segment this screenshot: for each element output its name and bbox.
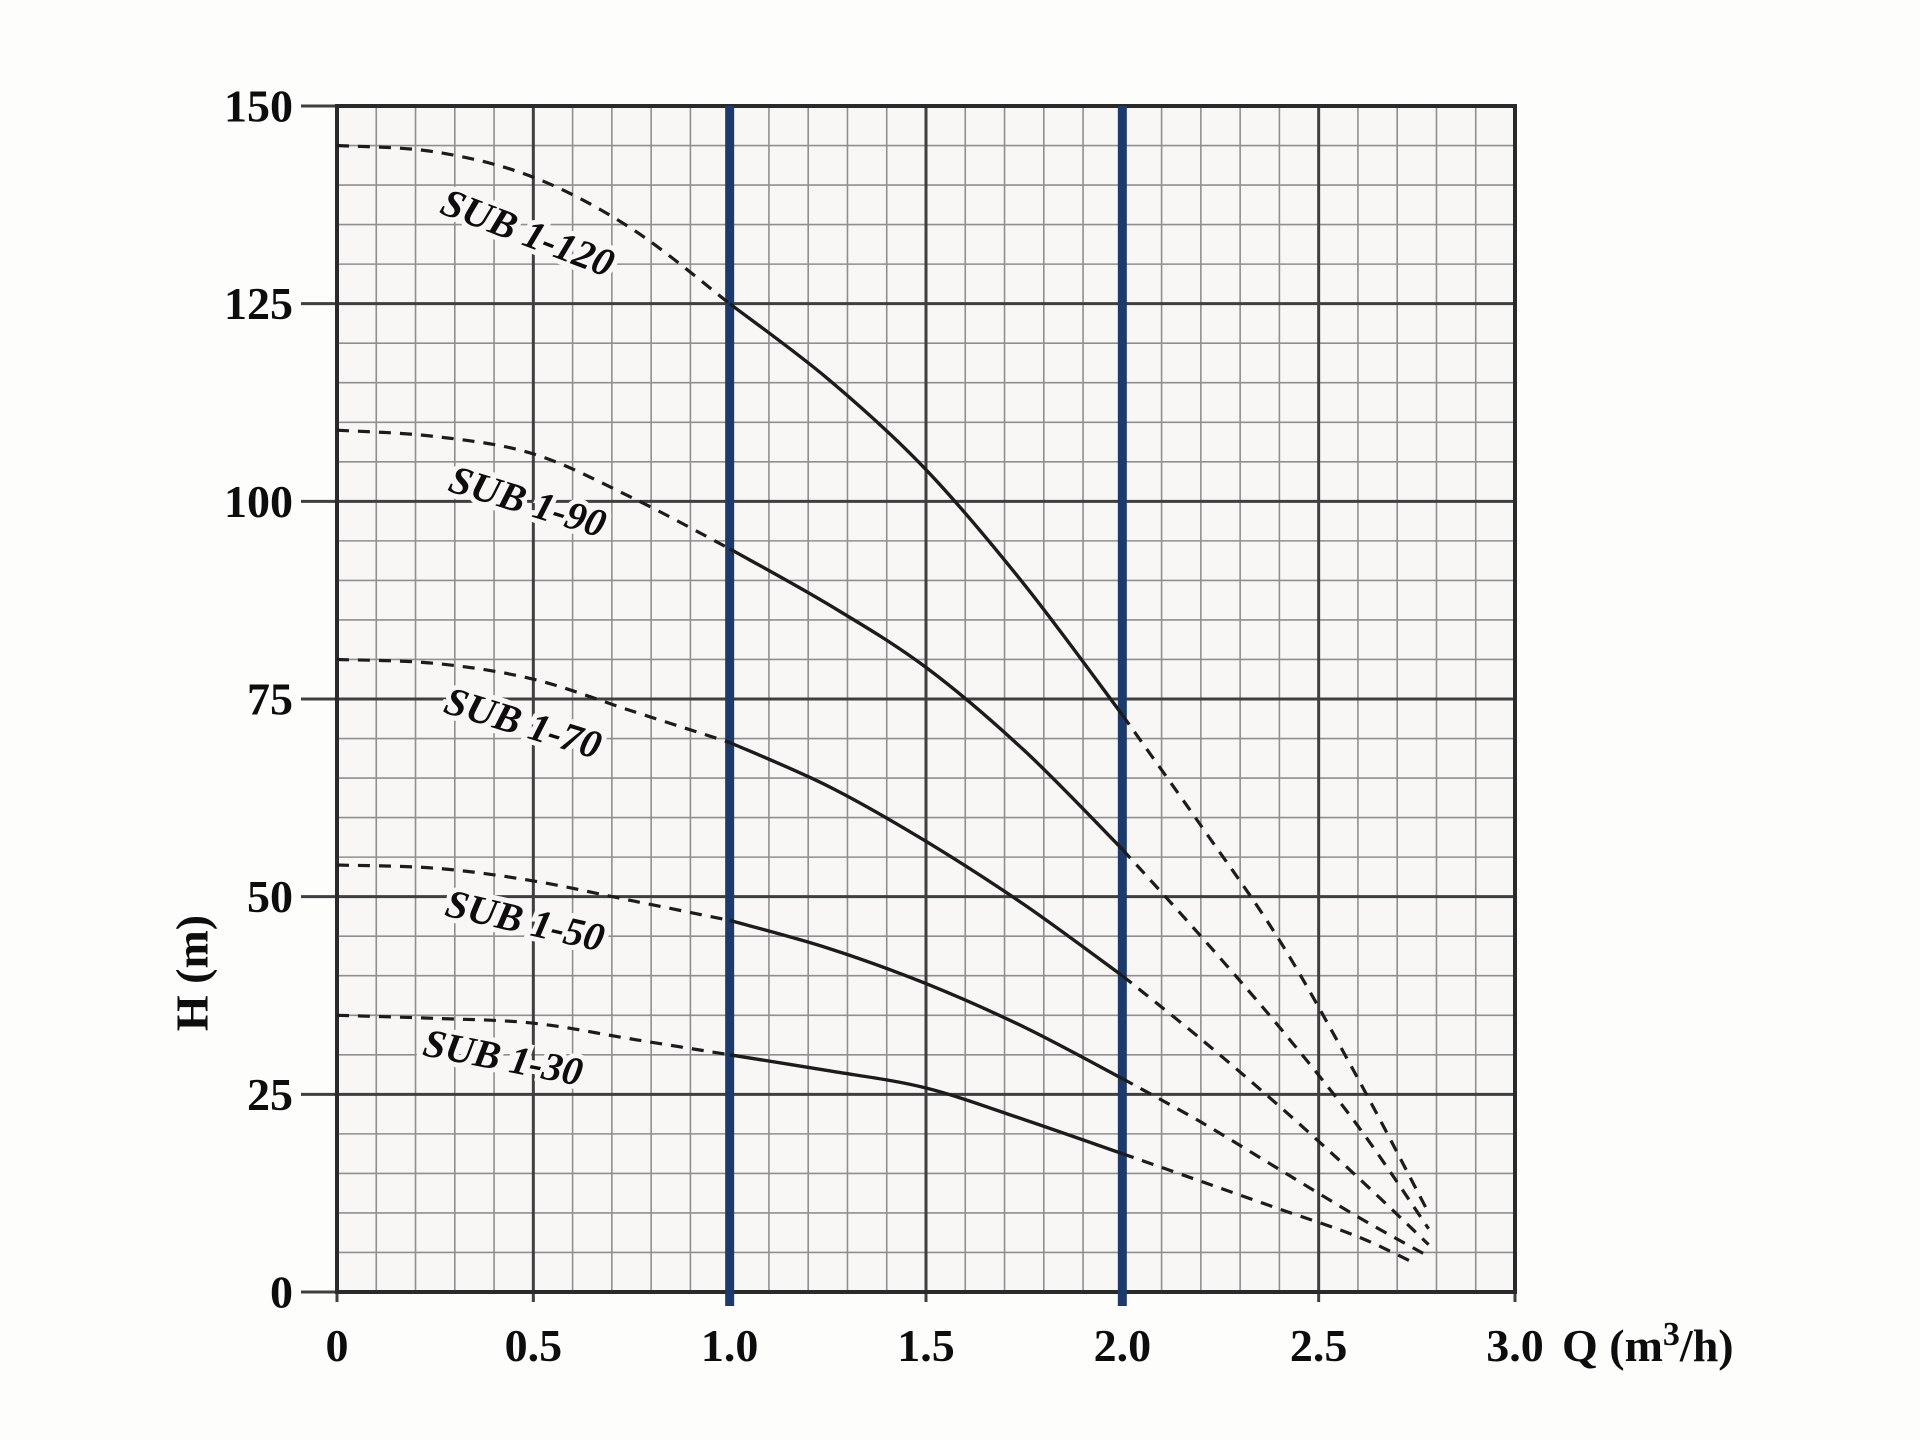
y-tick-label-50: 50 bbox=[247, 871, 293, 922]
y-tick-label-25: 25 bbox=[247, 1069, 293, 1120]
pump-curve-SUB-1-50-solid bbox=[729, 918, 1124, 1081]
pump-curve-SUB-1-30-solid bbox=[729, 1053, 1123, 1156]
pump-curve-SUB-1-70-dashed-right bbox=[1121, 974, 1430, 1246]
y-tick-label-150: 150 bbox=[224, 81, 293, 132]
pump-curve-SUB-1-120-dashed-right bbox=[1120, 713, 1431, 1214]
x-tick-label-3.0: 3.0 bbox=[1486, 1320, 1544, 1371]
pump-curve-SUB-1-30-dashed-left bbox=[336, 1013, 730, 1057]
pump-curve-SUB-1-90-solid bbox=[728, 547, 1124, 851]
x-tick-label-2.5: 2.5 bbox=[1290, 1320, 1348, 1371]
x-tick-label-0: 0 bbox=[326, 1320, 349, 1371]
y-tick-label-125: 125 bbox=[224, 278, 293, 329]
x-axis-title: Q (m3/h) bbox=[1562, 1316, 1734, 1371]
pump-curve-SUB-1-70-solid bbox=[729, 740, 1124, 978]
plot-border bbox=[335, 104, 1517, 1294]
pump-curve-SUB-1-90-dashed-right bbox=[1121, 848, 1430, 1230]
pump-curve-SUB-1-50-dashed-left bbox=[336, 863, 731, 922]
x-tick-label-2.0: 2.0 bbox=[1094, 1320, 1152, 1371]
x-tick-label-1.5: 1.5 bbox=[897, 1320, 955, 1371]
pump-curve-SUB-1-70-dashed-left bbox=[336, 657, 731, 745]
pump-curve-SUB-1-120-solid bbox=[728, 302, 1124, 716]
y-tick-label-0: 0 bbox=[270, 1267, 293, 1318]
pump-curve-SUB-1-90-dashed-left bbox=[336, 428, 731, 551]
pump-curve-SUB-1-50-dashed-right bbox=[1121, 1077, 1430, 1258]
y-tick-label-75: 75 bbox=[247, 674, 293, 725]
x-tick-label-0.5: 0.5 bbox=[505, 1320, 563, 1371]
y-tick-label-100: 100 bbox=[224, 476, 293, 527]
x-tick-label-1.0: 1.0 bbox=[701, 1320, 759, 1371]
y-axis-title: H (m) bbox=[167, 915, 218, 1031]
pump-curve-SUB-1-120-dashed-left bbox=[336, 143, 731, 305]
